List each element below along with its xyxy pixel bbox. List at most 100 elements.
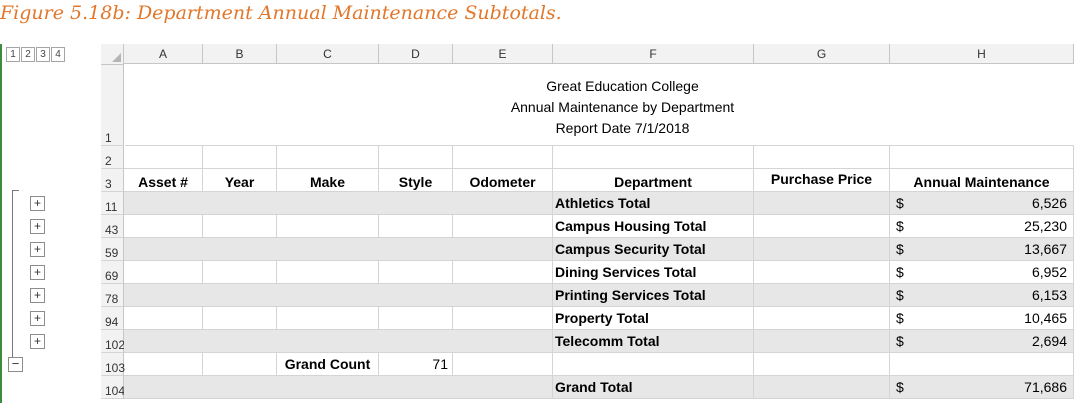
column-header-d[interactable]: D [379,44,453,64]
row-header-69[interactable]: 69 [101,261,124,284]
cell-d43[interactable] [379,215,453,238]
cell-c2[interactable] [277,146,379,169]
purchase-price-cell[interactable] [754,307,890,330]
cell-b94[interactable] [203,307,277,330]
row-header-43[interactable]: 43 [101,215,124,238]
row-header-104[interactable]: 104 [101,376,125,399]
header-style[interactable]: Style [379,169,453,192]
row-header-103[interactable]: 103 [101,353,125,376]
select-all-corner[interactable] [101,44,124,65]
subtotal-row-blank-cells[interactable] [124,284,553,307]
maintenance-cell[interactable]: $13,667 [890,238,1074,261]
purchase-price-cell[interactable] [754,238,890,261]
expand-row-69-button[interactable]: + [30,265,45,280]
cell-a2[interactable] [124,146,203,169]
row-header-59[interactable]: 59 [101,238,124,261]
department-total-cell[interactable]: Campus Security Total [553,238,754,261]
maintenance-cell[interactable]: $6,952 [890,261,1074,284]
cell-d94[interactable] [379,307,453,330]
department-total-cell[interactable]: Athletics Total [553,192,754,215]
cell-e103[interactable] [453,353,553,376]
expand-row-11-button[interactable]: + [30,196,45,211]
cell-g2[interactable] [754,146,890,169]
department-total-cell[interactable]: Dining Services Total [553,261,754,284]
subtotal-row-blank-cells[interactable] [124,238,553,261]
department-total-cell[interactable]: Telecomm Total [553,330,754,353]
cell-e43[interactable] [453,215,553,238]
column-header-a[interactable]: A [124,44,203,64]
cell-a43[interactable] [124,215,203,238]
grand-count-label[interactable]: Grand Count [277,353,379,376]
cell-f103[interactable] [553,353,754,376]
department-total-cell[interactable]: Printing Services Total [553,284,754,307]
report-title-cell[interactable]: Great Education College Annual Maintenan… [125,65,1074,146]
row-header-11[interactable]: 11 [101,192,124,215]
column-header-e[interactable]: E [453,44,553,64]
cell-c69[interactable] [277,261,379,284]
cell-b103[interactable] [203,353,277,376]
grand-count-value[interactable]: 71 [379,353,453,376]
grand-total-label[interactable]: Grand Total [553,376,754,399]
cell-d2[interactable] [379,146,453,169]
cell-a69[interactable] [124,261,203,284]
expand-row-43-button[interactable]: + [30,219,45,234]
purchase-price-cell[interactable] [754,215,890,238]
header-year[interactable]: Year [203,169,277,192]
purchase-price-cell[interactable] [754,284,890,307]
subtotal-row-blank-cells[interactable] [124,330,553,353]
row-header-2[interactable]: 2 [101,146,124,169]
header-make[interactable]: Make [277,169,379,192]
column-header-c[interactable]: C [277,44,379,64]
cell-h103[interactable] [890,353,1074,376]
expand-row-59-button[interactable]: + [30,242,45,257]
grand-total-row-blank-cells[interactable] [124,376,553,399]
header-asset[interactable]: Asset # [124,169,203,192]
outline-level-1-button[interactable]: 1 [6,47,20,62]
row-header-102[interactable]: 102 [101,330,125,353]
cell-b69[interactable] [203,261,277,284]
column-header-g[interactable]: G [754,44,890,64]
cell-b43[interactable] [203,215,277,238]
outline-level-2-button[interactable]: 2 [21,47,35,62]
header-annual-maintenance[interactable]: Annual Maintenance [890,169,1074,192]
expand-row-78-button[interactable]: + [30,288,45,303]
expand-row-102-button[interactable]: + [30,334,45,349]
purchase-price-cell[interactable] [754,261,890,284]
cell-e69[interactable] [453,261,553,284]
column-header-f[interactable]: F [553,44,754,64]
maintenance-cell[interactable]: $25,230 [890,215,1074,238]
cell-e2[interactable] [453,146,553,169]
expand-row-94-button[interactable]: + [30,311,45,326]
row-header-94[interactable]: 94 [101,307,124,330]
department-total-cell[interactable]: Property Total [553,307,754,330]
cell-c43[interactable] [277,215,379,238]
cell-g103[interactable] [754,353,890,376]
maintenance-cell[interactable]: $6,526 [890,192,1074,215]
column-header-h[interactable]: H [890,44,1074,64]
header-purchase-price[interactable]: Purchase Price [754,169,890,192]
column-header-b[interactable]: B [203,44,277,64]
outline-level-3-button[interactable]: 3 [36,47,50,62]
purchase-price-cell[interactable] [754,192,890,215]
maintenance-cell[interactable]: $10,465 [890,307,1074,330]
cell-e94[interactable] [453,307,553,330]
cell-a94[interactable] [124,307,203,330]
cell-c94[interactable] [277,307,379,330]
cell-a103[interactable] [124,353,203,376]
cell-g104[interactable] [754,376,890,399]
subtotal-row-blank-cells[interactable] [124,192,553,215]
header-odometer[interactable]: Odometer [453,169,553,192]
cell-b2[interactable] [203,146,277,169]
purchase-price-cell[interactable] [754,330,890,353]
outline-level-4-button[interactable]: 4 [51,47,65,62]
cell-f2[interactable] [553,146,754,169]
cell-d69[interactable] [379,261,453,284]
cell-h2[interactable] [890,146,1074,169]
grand-total-cell[interactable]: $71,686 [890,376,1074,399]
collapse-group-button[interactable]: − [8,357,23,372]
department-total-cell[interactable]: Campus Housing Total [553,215,754,238]
row-header-78[interactable]: 78 [101,284,124,307]
maintenance-cell[interactable]: $2,694 [890,330,1074,353]
maintenance-cell[interactable]: $6,153 [890,284,1074,307]
header-department[interactable]: Department [553,169,754,192]
